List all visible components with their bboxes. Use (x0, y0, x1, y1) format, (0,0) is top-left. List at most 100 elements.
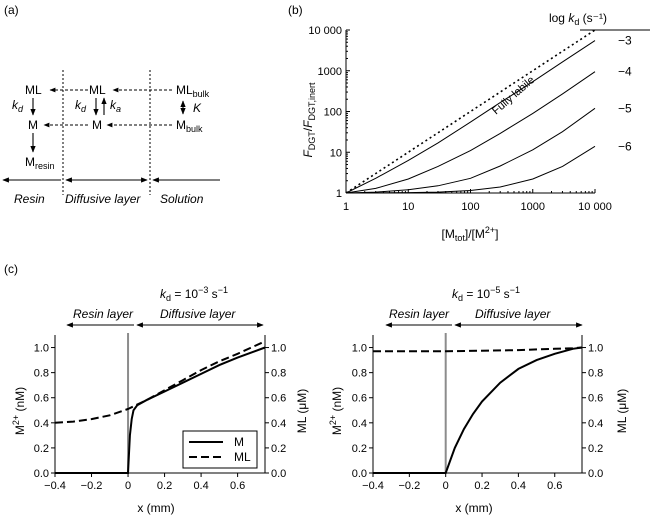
cr-y-tick-label: 0.8 (352, 368, 367, 380)
panel-c-right-chart: −0.4 −0.2 0 0.2 0.4 0.6 0.0 0.0 0.2 0.2 0.4 0.4 0.6 0… (352, 333, 603, 492)
legend-ml-label: ML (234, 450, 251, 464)
panel-c-legend: M ML (182, 430, 258, 469)
panel-c-label: (c) (4, 262, 18, 276)
right-y-axis-title: M2+ (nM) (328, 387, 344, 435)
cr-y2-tick-label: 0.4 (588, 418, 603, 430)
solution-region-label: Solution (160, 192, 204, 206)
b-series-line-3 (345, 107, 596, 194)
left-diffusive-layer-label: Diffusive layer (160, 307, 236, 321)
legend-box (182, 430, 258, 469)
cl-y2-tick-label: 0.0 (271, 468, 286, 480)
solution-mbulk-label: Mbulk (176, 118, 203, 134)
cl-y2-tick-label: 1.0 (271, 343, 286, 355)
b-series-label: −3 (618, 34, 632, 48)
cr-x-tick-label: 0.2 (474, 480, 489, 492)
cr-series-line-ml (373, 346, 583, 353)
b-series-line-1 (345, 40, 596, 194)
cl-y-tick-label: 0.4 (34, 418, 49, 430)
cr-x-tick-label: 0 (443, 480, 449, 492)
cr-y-tick-label: 0.4 (352, 418, 367, 430)
b-series-label: −4 (618, 65, 632, 79)
cr-y-tick-label: 0.2 (352, 443, 367, 455)
panel-b-legend-title: log kd (s⁻¹) (549, 11, 607, 27)
cl-y-tick-label: 0.6 (34, 393, 49, 405)
cl-y-tick-label: 0.2 (34, 443, 49, 455)
b-y-tick-label: 10 (330, 147, 342, 159)
legend-m-label: M (234, 435, 244, 449)
right-x-axis-title: x (mm) (455, 501, 492, 515)
resin-m-label: M (28, 118, 38, 132)
b-y-tick-label: 1000 (318, 66, 342, 78)
cl-y-tick-label: 0.8 (34, 368, 49, 380)
cl-x-tick-label: 0.6 (230, 480, 245, 492)
panel-c-right-title: kd = 10−5 s−1 (452, 285, 520, 303)
panel-b: (b) 11 10 10 100 100 1000 1000 10 000 10 000 −3 −4… (288, 3, 650, 243)
left-y2-axis-title: ML (μM) (295, 389, 309, 433)
left-x-axis-title: x (mm) (137, 501, 174, 515)
panel-a-label: (a) (4, 3, 19, 17)
cr-x-tick-label: 0.4 (511, 480, 526, 492)
solution-k-label: K (193, 101, 202, 115)
cr-y2-tick-label: 0.2 (588, 443, 603, 455)
resin-region-label: Resin (14, 192, 45, 206)
cr-y2-tick-label: 0.8 (588, 368, 603, 380)
b-series-label: −6 (618, 139, 632, 153)
right-y2-axis-title: ML (μM) (615, 389, 629, 433)
diffusive-ka-label: ka (110, 98, 121, 114)
cl-y-tick-label: 0.0 (34, 468, 49, 480)
panel-c-left-chart: −0.4 −0.2 0 0.2 0.4 0.6 0.0 0.0 0.2 0.2 0.4 0.4 0.6 0… (34, 333, 286, 492)
fully-labile-label: Fully labile (490, 74, 537, 117)
cl-y2-tick-label: 0.6 (271, 393, 286, 405)
b-y-tick-label: 100 (324, 107, 342, 119)
left-y-axis-title: M2+ (nM) (11, 387, 27, 435)
cr-x-tick-label: 0.6 (547, 480, 562, 492)
cl-y2-tick-label: 0.2 (271, 443, 286, 455)
cl-x-tick-label: 0.4 (193, 480, 208, 492)
cl-y-tick-label: 1.0 (34, 343, 49, 355)
resin-mresin-label: Mresin (25, 155, 55, 171)
cr-y-tick-label: 1.0 (352, 343, 367, 355)
panel-c-left-title: kd = 10−3 s−1 (160, 285, 228, 303)
cr-x-tick-label: −0.2 (398, 480, 420, 492)
b-series-line-4 (345, 145, 596, 194)
cl-y2-tick-label: 0.4 (271, 418, 286, 430)
cl-x-tick-label: −0.4 (44, 480, 66, 492)
cl-y2-tick-label: 0.8 (271, 368, 286, 380)
b-series-line-2 (345, 71, 596, 194)
diffusive-region-label: Diffusive layer (65, 192, 141, 206)
resin-kd-label: kd (12, 98, 24, 114)
right-diffusive-layer-label: Diffusive layer (475, 307, 551, 321)
left-resin-layer-label: Resin layer (73, 307, 134, 321)
cr-y-tick-label: 0.6 (352, 393, 367, 405)
right-resin-layer-label: Resin layer (389, 307, 450, 321)
resin-ml-label: ML (25, 83, 42, 97)
cl-x-tick-label: 0.2 (157, 480, 172, 492)
b-series-label: −5 (618, 101, 632, 115)
panel-b-xlabel: [Mtot]/[M2+] (442, 225, 499, 243)
cl-x-tick-label: 0 (125, 480, 131, 492)
b-x-tick-label: 10 000 (578, 201, 612, 213)
panel-b-ylabel: FDGT/FDGT,inert (301, 82, 317, 158)
cr-y2-tick-label: 0.0 (588, 468, 603, 480)
diffusive-kd-label: kd (75, 98, 87, 114)
cl-x-tick-label: −0.2 (81, 480, 103, 492)
cr-y2-tick-label: 0.6 (588, 393, 603, 405)
panel-b-chart: 11 10 10 100 100 1000 1000 10 000 10 000 −3 −4 −5 −6 (308, 25, 632, 213)
panel-a: (a) ML kd M Mresin ML kd ka M MLbulk K M… (2, 3, 220, 206)
b-y-tick-label: 1 (336, 188, 342, 200)
cr-y2-tick-label: 1.0 (588, 343, 603, 355)
cl-series-line-ml (54, 340, 266, 424)
cr-y-tick-label: 0.0 (352, 468, 367, 480)
b-x-tick-label: 100 (461, 201, 479, 213)
diffusive-ml-label: ML (89, 83, 106, 97)
diffusive-m-label: M (92, 118, 102, 132)
b-y-tick-label: 10 000 (308, 25, 342, 37)
solution-mlbulk-label: MLbulk (176, 83, 210, 99)
cr-x-tick-label: −0.4 (362, 480, 384, 492)
panel-c: (c) kd = 10−3 s−1 kd = 10−5 s−1 −0.4 −0.2… (4, 262, 629, 515)
cr-series-line-m (373, 346, 583, 474)
b-x-tick-label: 1 (343, 201, 349, 213)
b-x-tick-label: 10 (402, 201, 414, 213)
panel-b-label: (b) (288, 3, 303, 17)
